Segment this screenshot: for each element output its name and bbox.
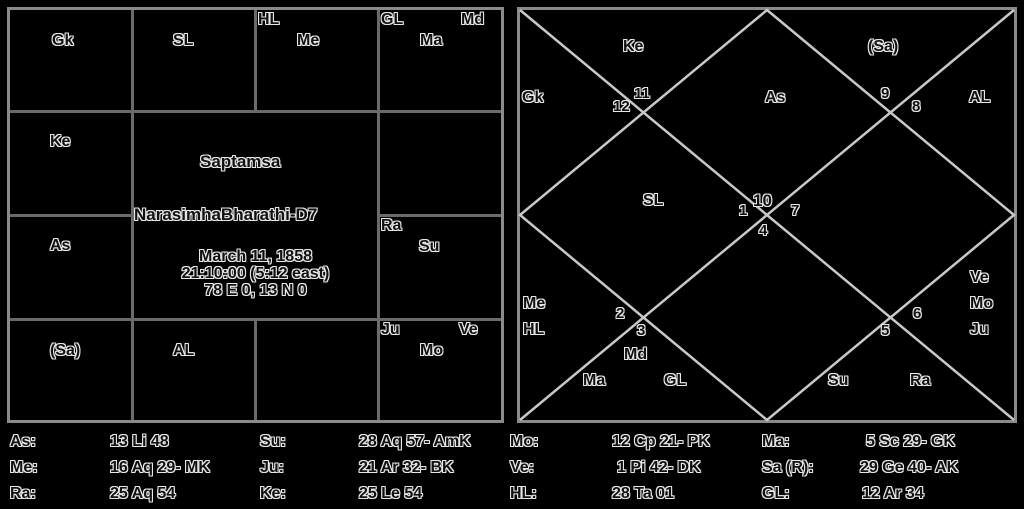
chart-subtitle: NarasimhaBharathi-D7: [134, 205, 318, 224]
grid-line: [379, 214, 501, 217]
house-number: 12: [613, 98, 630, 115]
position-value: 28 Ta 01: [612, 485, 674, 502]
planet-label: Gk: [522, 89, 544, 106]
house-planet: AL: [173, 342, 195, 359]
position-value: 25 Le 54: [359, 485, 423, 502]
house-number: 11: [634, 85, 650, 102]
planet-label: HL: [523, 321, 545, 338]
position-value: 21 Ar 32- BK: [359, 459, 454, 476]
planet-label: Ve: [970, 269, 989, 286]
house-corner-label: GL: [381, 11, 404, 28]
house-number: 4: [759, 222, 768, 239]
position-label: Sa (R):: [762, 459, 814, 476]
position-label: Ke:: [260, 485, 286, 502]
chart-title: Saptamsa: [200, 152, 281, 171]
position-label: Ju:: [260, 459, 284, 476]
position-label: As:: [10, 433, 36, 450]
position-label: GL:: [762, 485, 790, 502]
grid-line: [254, 10, 257, 112]
planet-label: Ke: [623, 38, 644, 55]
house-planet: Ke: [50, 133, 71, 150]
house-number: 10: [753, 191, 772, 210]
planet-label: (Sa): [868, 38, 899, 55]
birth-date: March 11, 1858: [199, 248, 312, 265]
house-number: 3: [637, 322, 646, 339]
grid-line: [377, 10, 380, 420]
house-planet: Ma: [420, 32, 443, 49]
planet-label: Su: [828, 372, 849, 389]
house-number: 9: [881, 85, 890, 102]
birth-details: March 11, 1858 21:10:00 (5:12 east) 78 E…: [134, 248, 377, 299]
planet-label: Ma: [583, 372, 606, 389]
position-value: 12 Cp 21- PK: [612, 433, 710, 450]
planet-label: Mo: [970, 295, 994, 312]
house-corner-label: Ra: [381, 217, 402, 234]
house-corner-label: Ve: [459, 321, 478, 338]
south-chart-border: [7, 7, 504, 423]
house-planet: SL: [173, 32, 194, 49]
grid-line: [10, 214, 132, 217]
position-value: 16 Aq 29- MK: [110, 459, 210, 476]
house-number: 2: [616, 305, 625, 322]
birth-time: 21:10:00 (5:12 east): [181, 265, 330, 282]
position-label: Ma:: [762, 433, 790, 450]
house-planet: Mo: [420, 342, 444, 359]
planet-label: GL: [664, 372, 687, 389]
planet-label: Ju: [970, 321, 989, 338]
planet-label: Md: [624, 346, 648, 363]
planet-label: AL: [969, 89, 991, 106]
house-number: 1: [739, 202, 748, 219]
house-planet: Me: [297, 32, 320, 49]
position-label: Ra:: [10, 485, 36, 502]
position-value: 12 Ar 34: [862, 485, 924, 502]
birth-coords: 78 E 0, 13 N 0: [204, 282, 307, 299]
planet-label: SL: [643, 192, 664, 209]
house-corner-label: Md: [461, 11, 485, 28]
planet-label: As: [765, 89, 786, 106]
house-number: 7: [791, 202, 800, 219]
grid-line: [254, 318, 257, 420]
position-value: 13 Li 48: [110, 433, 169, 450]
house-number: 6: [913, 305, 922, 322]
planet-label: Me: [523, 295, 546, 312]
position-label: Su:: [260, 433, 286, 450]
house-corner-label: HL: [258, 11, 280, 28]
grid-line: [131, 10, 134, 420]
position-label: Ve:: [510, 459, 535, 476]
planet-label: Ra: [910, 372, 931, 389]
position-value: 1 Pi 42- DK: [617, 459, 701, 476]
position-label: Mo:: [510, 433, 539, 450]
house-planet: Su: [419, 238, 440, 255]
position-label: Me:: [10, 459, 38, 476]
house-number: 5: [881, 322, 890, 339]
position-value: 5 Sc 29- GK: [866, 433, 955, 450]
house-planet: Gk: [52, 32, 74, 49]
position-value: 29 Ge 40- AK: [860, 459, 959, 476]
position-label: HL:: [510, 485, 537, 502]
house-corner-label: Ju: [381, 321, 400, 338]
house-planet: As: [50, 237, 71, 254]
position-value: 28 Aq 57- AmK: [359, 433, 471, 450]
position-value: 25 Aq 54: [110, 485, 176, 502]
house-number: 8: [912, 98, 921, 115]
house-planet: (Sa): [50, 342, 81, 359]
